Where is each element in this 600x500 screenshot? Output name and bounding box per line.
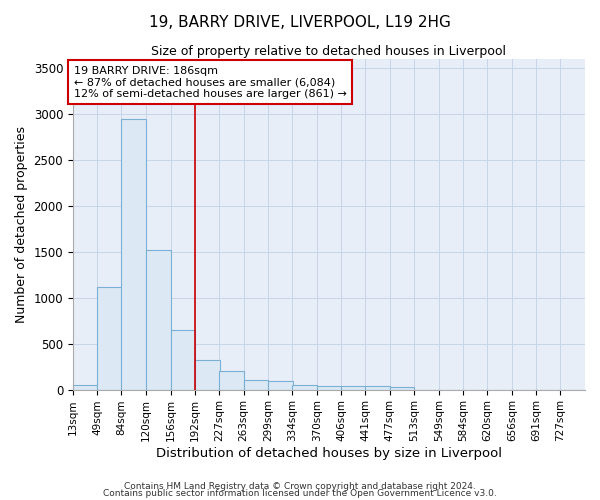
Bar [73, 385, 97, 390]
Bar [219, 371, 244, 390]
Title: Size of property relative to detached houses in Liverpool: Size of property relative to detached ho… [151, 45, 506, 58]
Text: 19, BARRY DRIVE, LIVERPOOL, L19 2HG: 19, BARRY DRIVE, LIVERPOOL, L19 2HG [149, 15, 451, 30]
Bar [244, 380, 268, 390]
Bar [365, 386, 390, 390]
Bar [341, 386, 366, 390]
Bar [292, 384, 317, 390]
Text: Contains HM Land Registry data © Crown copyright and database right 2024.: Contains HM Land Registry data © Crown c… [124, 482, 476, 491]
Bar [268, 382, 293, 390]
Text: Contains public sector information licensed under the Open Government Licence v3: Contains public sector information licen… [103, 490, 497, 498]
Y-axis label: Number of detached properties: Number of detached properties [15, 126, 28, 323]
Text: 19 BARRY DRIVE: 186sqm
← 87% of detached houses are smaller (6,084)
12% of semi-: 19 BARRY DRIVE: 186sqm ← 87% of detached… [74, 66, 346, 99]
Bar [97, 287, 122, 390]
Bar [390, 388, 415, 390]
Bar [317, 386, 341, 390]
Bar [146, 250, 170, 390]
X-axis label: Distribution of detached houses by size in Liverpool: Distribution of detached houses by size … [156, 447, 502, 460]
Bar [121, 119, 146, 390]
Bar [195, 360, 220, 390]
Bar [170, 330, 195, 390]
